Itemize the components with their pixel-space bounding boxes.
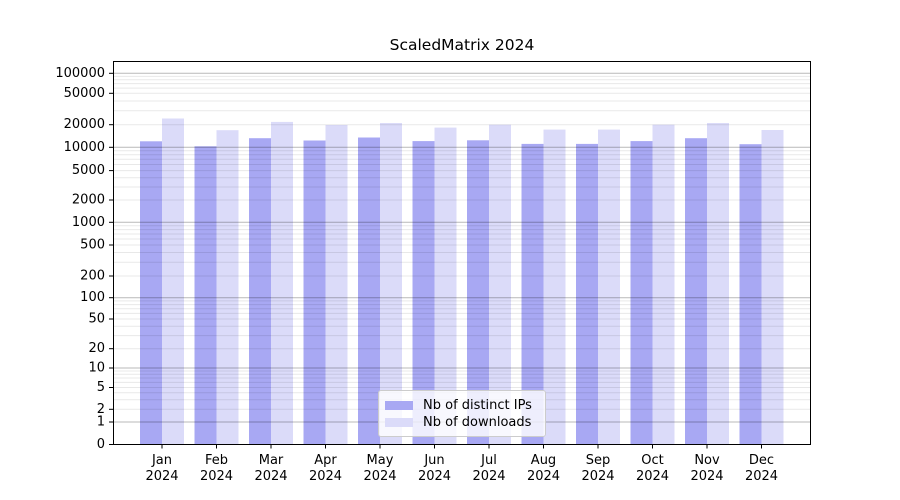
legend: Nb of distinct IPs Nb of downloads (378, 390, 546, 437)
x-tick-label-dec-2024: Dec (749, 453, 774, 468)
y-tick-label-50: 50 (88, 312, 105, 327)
y-tick-label-5: 5 (97, 380, 105, 395)
chart-title: ScaledMatrix 2024 (389, 36, 535, 54)
bar-nb-of-downloads-mar-2024 (271, 121, 293, 445)
plot-border (113, 61, 811, 445)
y-tick-label-10000: 10000 (64, 140, 105, 155)
bar-nb-of-distinct-ips-jul-2024 (467, 140, 489, 445)
x-tick-label-may-2024: May (367, 453, 394, 468)
bar-nb-of-downloads-jan-2024 (162, 118, 184, 445)
y-tick-label-20000: 20000 (64, 117, 105, 132)
bar-nb-of-downloads-apr-2024 (325, 125, 348, 445)
bar-nb-of-downloads-sep-2024 (598, 129, 620, 445)
x-tick-label-jan-2024: Jan (151, 453, 172, 468)
legend-item-distinct-ips: Nb of distinct IPs (385, 397, 537, 414)
bar-nb-of-distinct-ips-apr-2024 (303, 140, 326, 445)
bar-nb-of-distinct-ips-dec-2024 (739, 144, 762, 445)
bar-nb-of-downloads-may-2024 (380, 123, 402, 445)
x-tick-label-year-aug-2024: 2024 (527, 469, 560, 484)
x-tick-label-jun-2024: Jun (423, 453, 444, 468)
y-tick-label-100: 100 (80, 290, 105, 305)
y-tick-label-2: 2 (97, 402, 105, 417)
bar-nb-of-downloads-jun-2024 (434, 127, 457, 445)
x-tick-label-jul-2024: Jul (480, 453, 497, 468)
y-tick-label-5000: 5000 (72, 163, 105, 178)
x-tick-label-year-feb-2024: 2024 (200, 469, 233, 484)
legend-swatch-downloads (385, 418, 413, 427)
legend-swatch-distinct-ips (385, 401, 413, 410)
legend-item-downloads: Nb of downloads (385, 414, 537, 431)
bar-nb-of-downloads-jul-2024 (489, 124, 511, 445)
legend-label-downloads: Nb of downloads (423, 415, 532, 430)
x-tick-label-nov-2024: Nov (694, 453, 720, 468)
x-tick-label-year-apr-2024: 2024 (309, 469, 342, 484)
x-tick-label-mar-2024: Mar (259, 453, 284, 468)
x-tick-label-apr-2024: Apr (314, 453, 337, 468)
y-tick-label-200: 200 (80, 269, 105, 284)
y-tick-label-0: 0 (97, 437, 105, 452)
x-tick-label-aug-2024: Aug (531, 453, 556, 468)
bar-nb-of-distinct-ips-oct-2024 (630, 141, 653, 445)
bar-nb-of-downloads-oct-2024 (652, 124, 675, 445)
bar-nb-of-downloads-feb-2024 (216, 130, 239, 445)
bar-nb-of-distinct-ips-nov-2024 (685, 138, 707, 445)
y-tick-label-50000: 50000 (64, 86, 105, 101)
y-tick-label-2000: 2000 (72, 193, 105, 208)
bar-nb-of-distinct-ips-aug-2024 (521, 143, 544, 445)
bar-nb-of-downloads-aug-2024 (543, 129, 566, 445)
y-tick-label-20: 20 (88, 341, 105, 356)
x-tick-label-sep-2024: Sep (586, 453, 611, 468)
y-tick-label-1: 1 (97, 415, 105, 430)
bar-nb-of-distinct-ips-jun-2024 (412, 141, 435, 445)
bar-nb-of-distinct-ips-feb-2024 (194, 146, 217, 445)
y-tick-label-1000: 1000 (72, 215, 105, 230)
x-tick-label-year-dec-2024: 2024 (745, 469, 778, 484)
bar-nb-of-distinct-ips-sep-2024 (576, 143, 598, 445)
x-tick-label-year-nov-2024: 2024 (690, 469, 723, 484)
bar-nb-of-downloads-dec-2024 (761, 130, 784, 445)
bar-nb-of-distinct-ips-mar-2024 (249, 138, 271, 445)
x-tick-label-year-jul-2024: 2024 (472, 469, 505, 484)
x-tick-label-year-jan-2024: 2024 (145, 469, 178, 484)
bar-nb-of-downloads-nov-2024 (707, 123, 729, 445)
x-tick-label-year-may-2024: 2024 (363, 469, 396, 484)
x-tick-label-oct-2024: Oct (641, 453, 663, 468)
y-tick-label-500: 500 (80, 238, 105, 253)
x-tick-label-year-sep-2024: 2024 (581, 469, 614, 484)
x-tick-label-year-jun-2024: 2024 (418, 469, 451, 484)
bar-nb-of-distinct-ips-jan-2024 (140, 141, 162, 445)
bar-nb-of-distinct-ips-may-2024 (358, 137, 380, 445)
y-tick-label-10: 10 (88, 361, 105, 376)
x-tick-label-year-mar-2024: 2024 (254, 469, 287, 484)
x-tick-label-feb-2024: Feb (205, 453, 228, 468)
y-tick-label-100000: 100000 (55, 66, 105, 81)
x-tick-label-year-oct-2024: 2024 (636, 469, 669, 484)
legend-label-distinct-ips: Nb of distinct IPs (423, 398, 532, 413)
